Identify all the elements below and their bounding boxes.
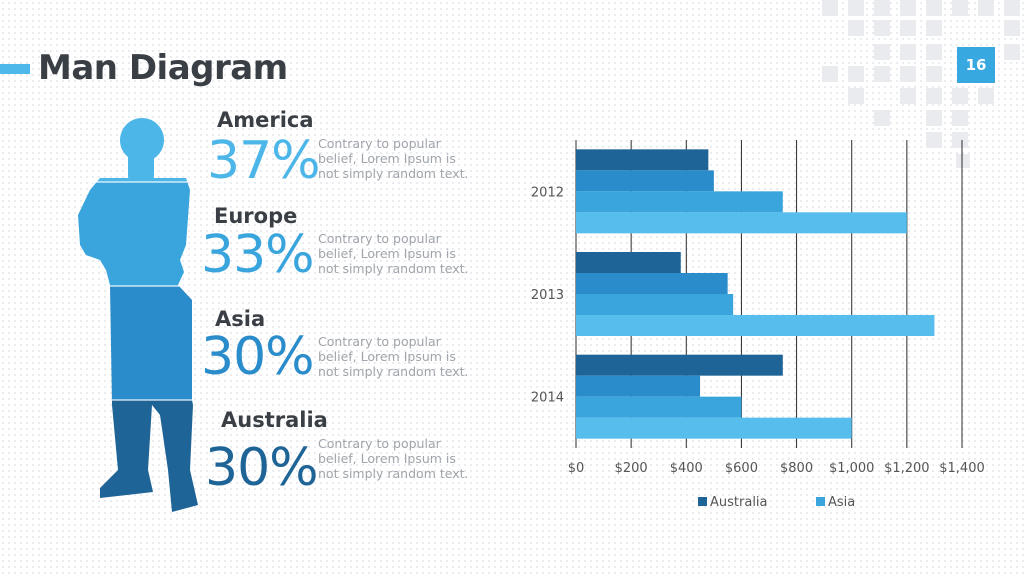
x-tick-label: $800 <box>780 461 813 476</box>
bar <box>576 417 852 439</box>
silhouette-band-asia <box>78 286 198 400</box>
region-description-europe: Contrary to popular belief, Lorem Ipsum … <box>318 231 469 276</box>
x-tick-label: $200 <box>615 461 648 476</box>
y-category-label: 2012 <box>531 185 564 200</box>
x-tick-label: $1,400 <box>939 461 985 476</box>
region-percent-asia: 30% <box>201 327 315 387</box>
slide-title: Man Diagram <box>38 48 288 88</box>
region-name-america: America <box>217 108 314 132</box>
region-percent-europe: 33% <box>201 225 315 285</box>
bar <box>576 149 709 171</box>
bar <box>576 375 701 397</box>
x-tick-label: $1,200 <box>884 461 930 476</box>
legend-label: Asia <box>828 495 855 510</box>
region-percent-australia: 30% <box>205 438 319 498</box>
region-description-america: Contrary to popular belief, Lorem Ipsum … <box>318 136 469 181</box>
bar <box>576 191 783 213</box>
bar <box>576 354 783 376</box>
x-tick-label: $0 <box>568 461 585 476</box>
x-tick-label: $1,000 <box>829 461 875 476</box>
region-name-australia: Australia <box>221 408 328 432</box>
region-name-europe: Europe <box>214 204 298 228</box>
region-percent-america: 37% <box>207 131 321 191</box>
x-tick-label: $600 <box>725 461 758 476</box>
legend-swatch <box>698 497 707 506</box>
title-accent-bar <box>0 64 30 74</box>
bar <box>576 252 681 273</box>
bar <box>576 212 907 234</box>
region-description-australia: Contrary to popular belief, Lorem Ipsum … <box>318 436 469 481</box>
legend-label: Australia <box>710 495 768 510</box>
legend-swatch <box>816 497 825 506</box>
y-category-label: 2013 <box>531 288 564 303</box>
x-tick-label: $400 <box>670 461 703 476</box>
bar <box>576 170 714 192</box>
bar <box>576 396 742 418</box>
man-silhouette-figure <box>78 118 198 512</box>
region-name-asia: Asia <box>215 307 266 331</box>
silhouette-band-australia <box>78 400 198 512</box>
silhouette-band-america <box>78 118 198 182</box>
bar <box>576 294 734 315</box>
bar <box>576 315 935 336</box>
silhouette-band-europe <box>78 182 198 286</box>
y-category-label: 2014 <box>531 391 564 406</box>
region-description-asia: Contrary to popular belief, Lorem Ipsum … <box>318 334 469 379</box>
bar-chart: $0 $200 $400 $600 $800 $1,000 $1,200 $1,400 2012… <box>531 140 985 510</box>
bar <box>576 273 728 294</box>
page-number-badge: 16 <box>957 47 995 83</box>
